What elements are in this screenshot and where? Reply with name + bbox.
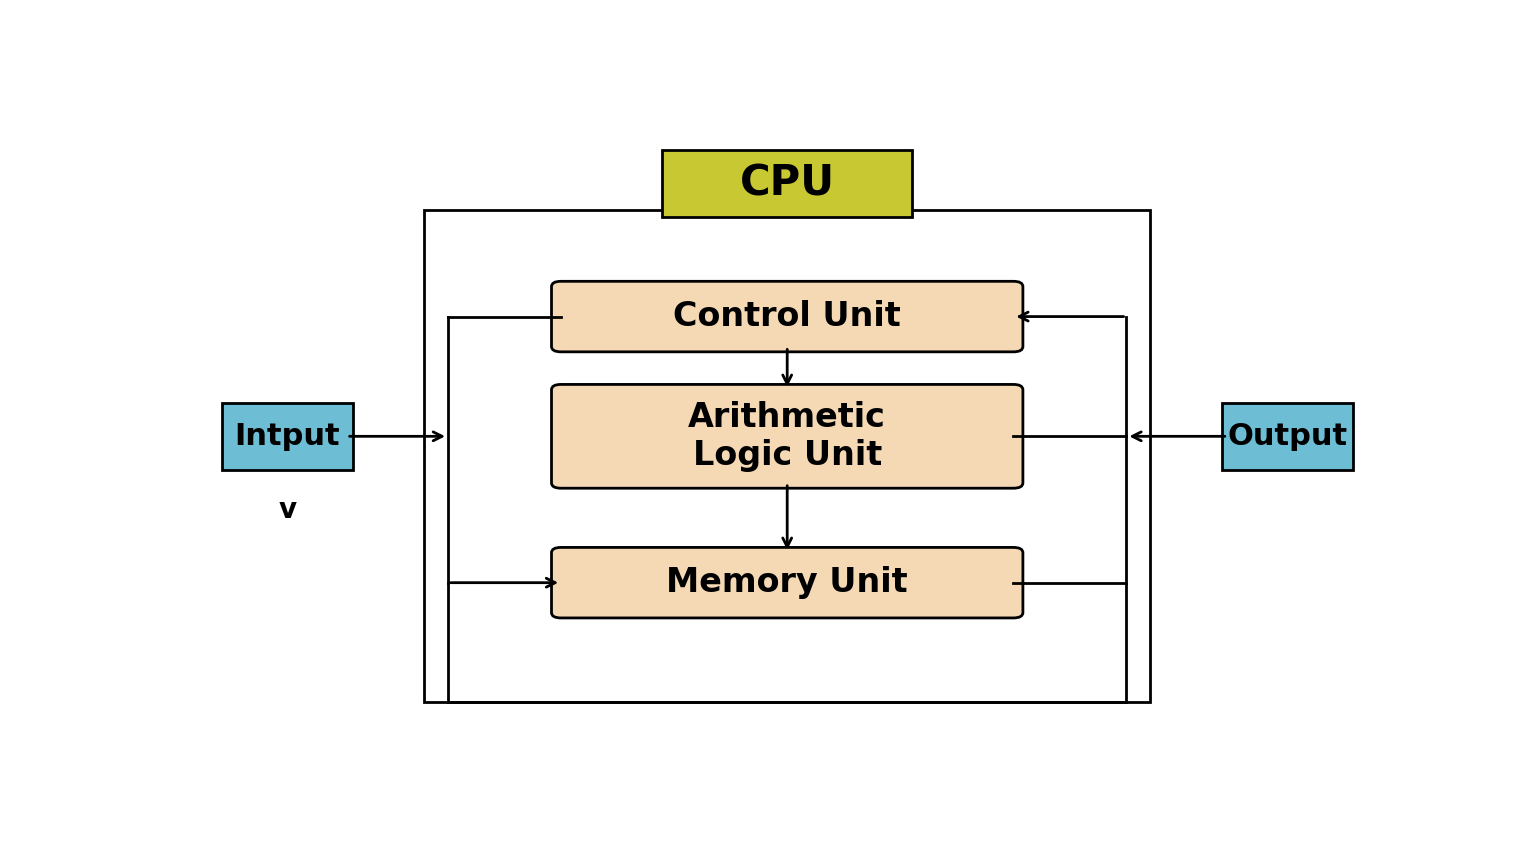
FancyBboxPatch shape <box>551 548 1023 618</box>
FancyBboxPatch shape <box>1221 403 1353 470</box>
Bar <box>424 210 1150 702</box>
Text: Memory Unit: Memory Unit <box>667 566 908 599</box>
Text: CPU: CPU <box>740 162 834 205</box>
FancyBboxPatch shape <box>551 282 1023 352</box>
FancyBboxPatch shape <box>662 150 912 217</box>
Text: Arithmetic
Logic Unit: Arithmetic Logic Unit <box>688 401 886 472</box>
Text: Output: Output <box>1227 422 1347 451</box>
Text: v: v <box>278 496 296 524</box>
FancyBboxPatch shape <box>221 403 353 470</box>
Text: Intput: Intput <box>235 422 339 451</box>
FancyBboxPatch shape <box>551 384 1023 488</box>
Text: Control Unit: Control Unit <box>673 300 902 333</box>
